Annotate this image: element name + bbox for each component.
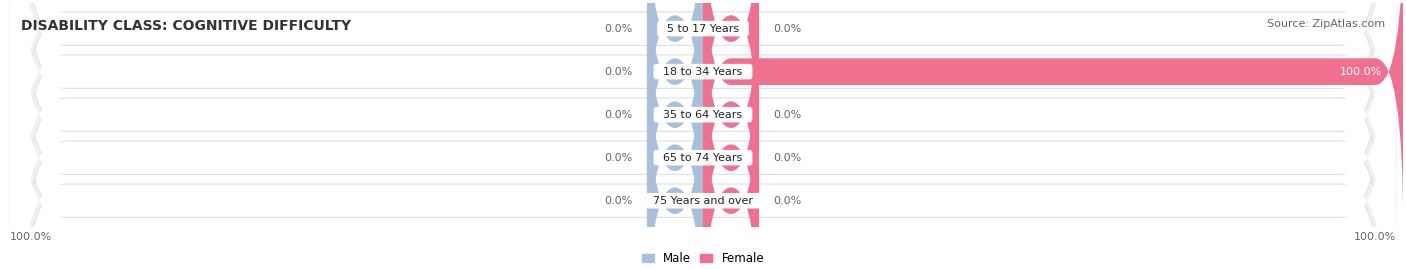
FancyBboxPatch shape: [647, 0, 703, 231]
FancyBboxPatch shape: [10, 0, 1396, 269]
FancyBboxPatch shape: [703, 0, 759, 269]
Text: 5 to 17 Years: 5 to 17 Years: [659, 24, 747, 34]
FancyBboxPatch shape: [703, 0, 759, 269]
Text: 0.0%: 0.0%: [605, 196, 633, 206]
Text: 18 to 34 Years: 18 to 34 Years: [657, 67, 749, 77]
Legend: Male, Female: Male, Female: [637, 247, 769, 269]
Text: 65 to 74 Years: 65 to 74 Years: [657, 153, 749, 163]
FancyBboxPatch shape: [703, 42, 759, 269]
Text: 0.0%: 0.0%: [605, 153, 633, 163]
FancyBboxPatch shape: [10, 0, 1396, 269]
Text: Source: ZipAtlas.com: Source: ZipAtlas.com: [1267, 19, 1385, 29]
Text: 0.0%: 0.0%: [773, 153, 801, 163]
FancyBboxPatch shape: [10, 0, 1396, 269]
Text: DISABILITY CLASS: COGNITIVE DIFFICULTY: DISABILITY CLASS: COGNITIVE DIFFICULTY: [21, 19, 351, 33]
FancyBboxPatch shape: [647, 0, 703, 187]
Text: 0.0%: 0.0%: [773, 196, 801, 206]
Text: 100.0%: 100.0%: [10, 232, 52, 242]
Text: 0.0%: 0.0%: [605, 67, 633, 77]
FancyBboxPatch shape: [647, 0, 703, 269]
FancyBboxPatch shape: [647, 0, 703, 269]
FancyBboxPatch shape: [10, 0, 1396, 269]
FancyBboxPatch shape: [10, 0, 1396, 269]
FancyBboxPatch shape: [703, 0, 1403, 231]
FancyBboxPatch shape: [10, 0, 1396, 269]
FancyBboxPatch shape: [703, 0, 759, 187]
Text: 0.0%: 0.0%: [605, 24, 633, 34]
Text: 35 to 64 Years: 35 to 64 Years: [657, 110, 749, 120]
Text: 0.0%: 0.0%: [773, 110, 801, 120]
Text: 0.0%: 0.0%: [605, 110, 633, 120]
Text: 100.0%: 100.0%: [1354, 232, 1396, 242]
FancyBboxPatch shape: [10, 0, 1396, 269]
FancyBboxPatch shape: [10, 0, 1396, 269]
FancyBboxPatch shape: [10, 0, 1396, 269]
FancyBboxPatch shape: [10, 0, 1396, 269]
Text: 0.0%: 0.0%: [773, 24, 801, 34]
Text: 100.0%: 100.0%: [1340, 67, 1382, 77]
Text: 75 Years and over: 75 Years and over: [645, 196, 761, 206]
FancyBboxPatch shape: [647, 42, 703, 269]
